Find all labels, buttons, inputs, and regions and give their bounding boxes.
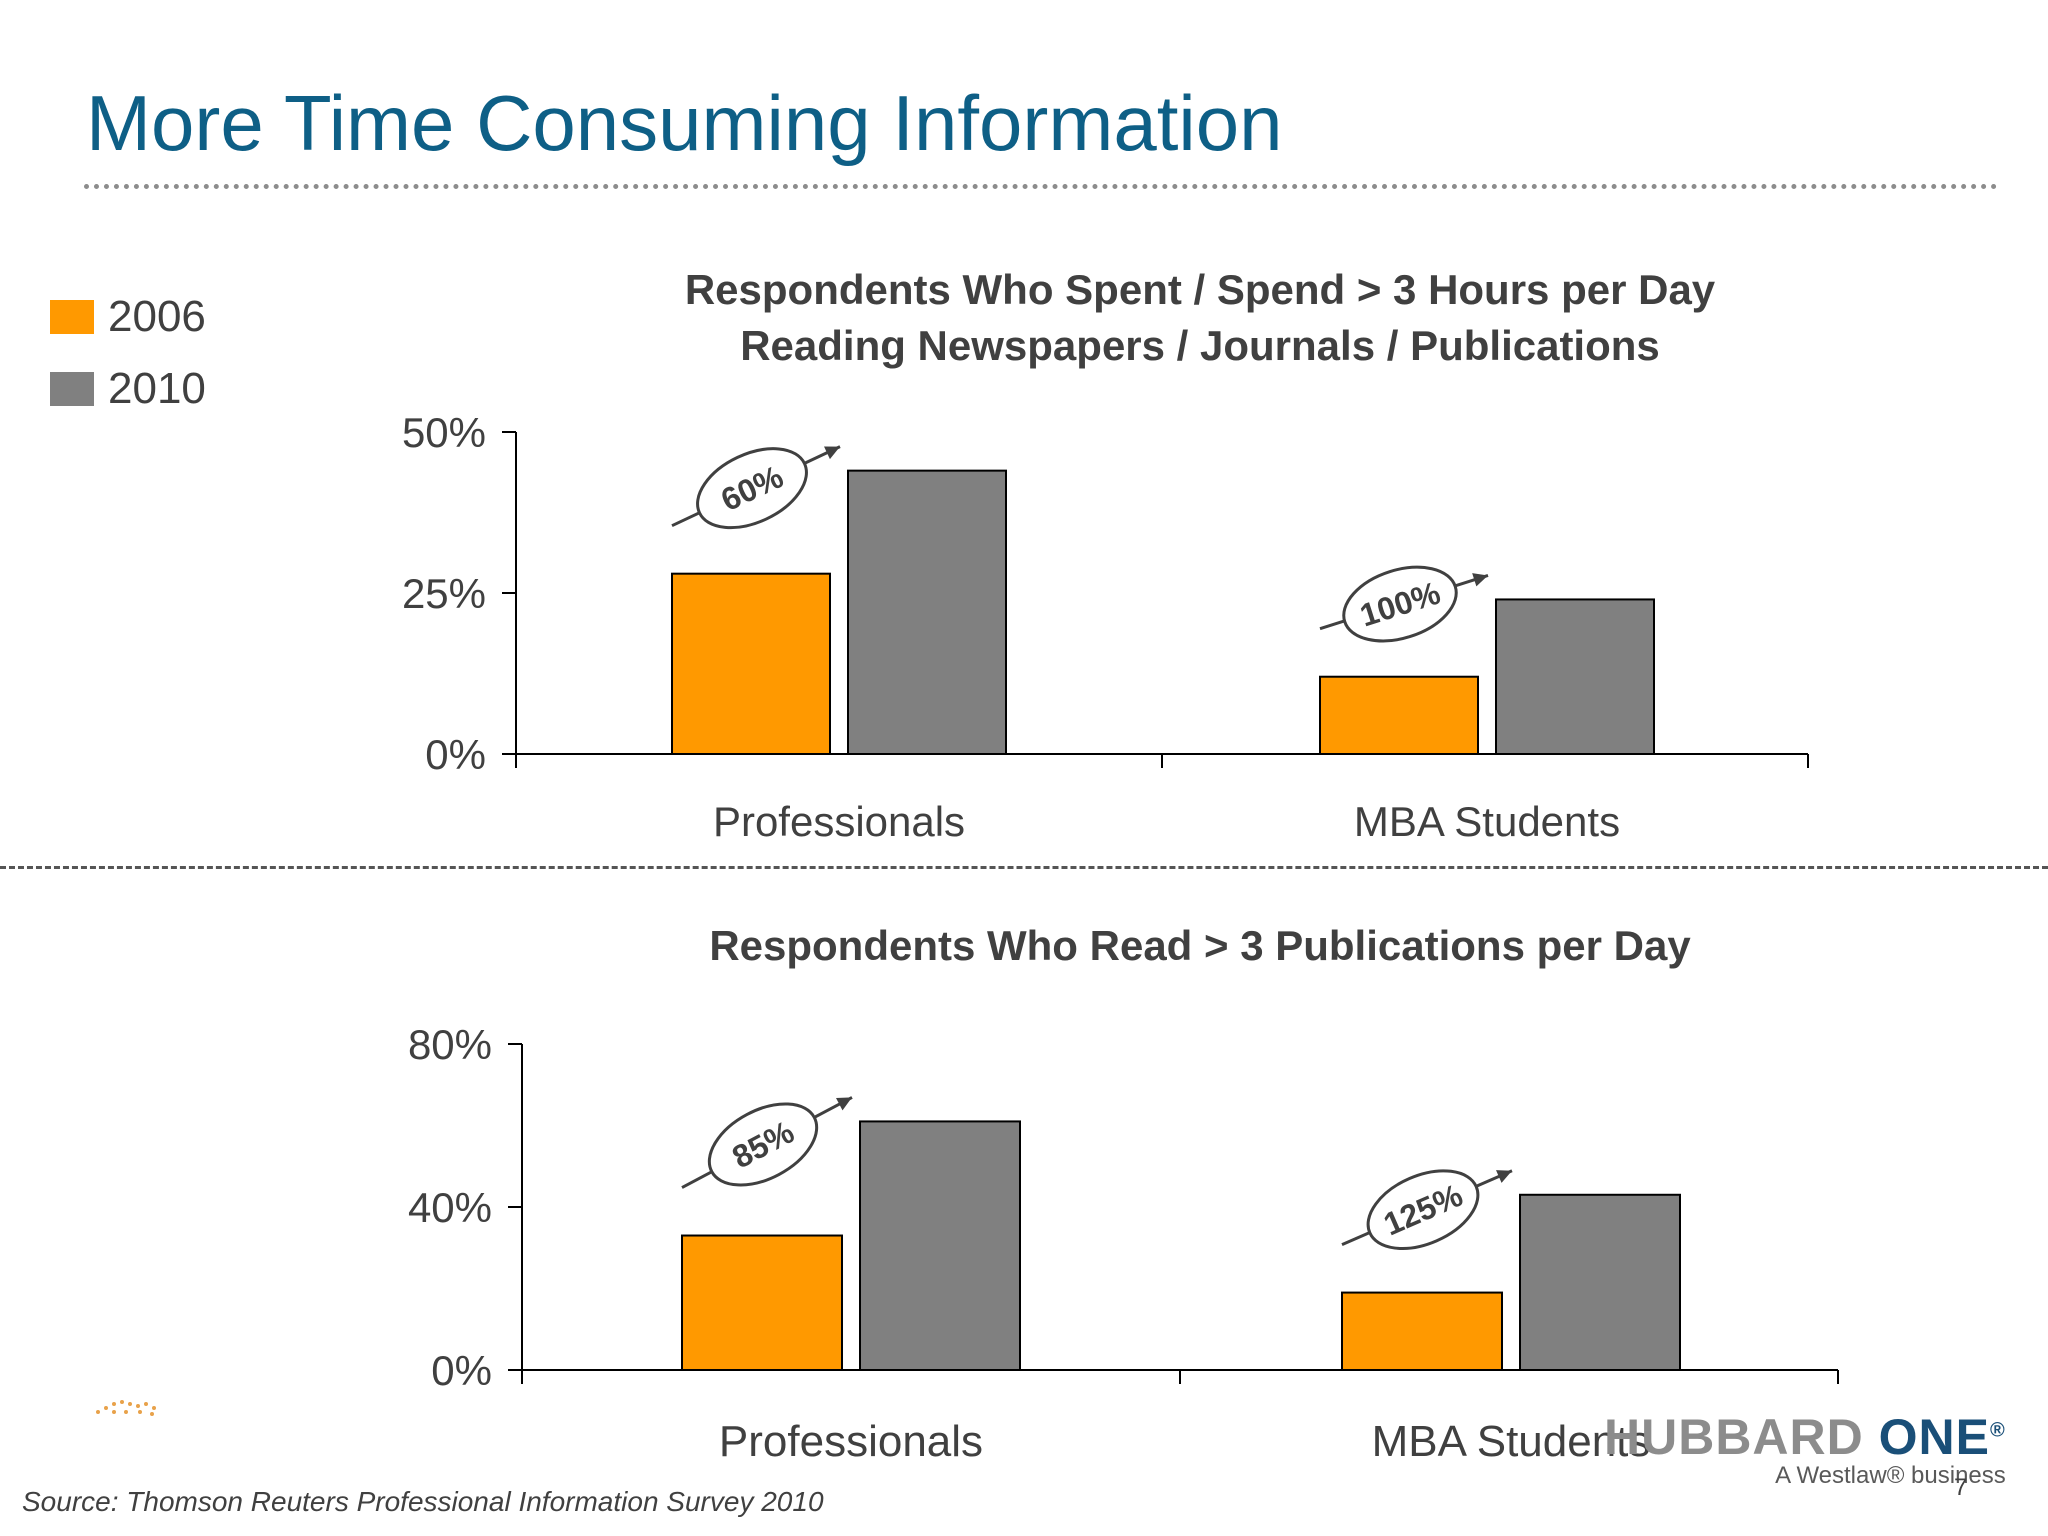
brand-name-accent: ONE (1878, 1409, 1991, 1465)
growth-annotation: 85% (681, 1096, 853, 1189)
page-number: 7 (1954, 1474, 1968, 1501)
y-tick-label: 0% (431, 1347, 492, 1394)
legend-item-2010: 2010 (50, 364, 206, 414)
growth-badge: 125% (1366, 1169, 1480, 1250)
chart-1-hours-per-day: 0% 25% 50% Professionals 60% MBA Students 100% (402, 409, 1809, 845)
category-label: MBA Students (1354, 798, 1620, 845)
growth-annotation: 100% (1319, 565, 1489, 643)
brand-tagline: A Westlaw® business (1775, 1462, 2006, 1489)
bar-2006 (1319, 675, 1479, 755)
dots-logo-icon (96, 1400, 156, 1416)
growth-arrow-head-icon (1496, 1170, 1512, 1183)
chart-2-title: Respondents Who Read > 3 Publications pe… (709, 922, 1691, 969)
y-tick-label: 25% (402, 570, 486, 617)
growth-arrow-head-icon (1472, 573, 1488, 587)
chart-2-publications-per-day: 0% 40% 80% Professionals 85% MBA Students 125% (408, 1021, 1839, 1466)
brand-reg-mark: ® (1990, 1419, 2006, 1442)
legend-label-2006: 2006 (108, 292, 206, 341)
category-label: MBA Students (1372, 1417, 1651, 1466)
bar-2010 (847, 469, 1007, 755)
title-divider (84, 184, 1998, 189)
growth-arrow-head-icon (836, 1097, 852, 1111)
legend-swatch-2006 (50, 300, 94, 334)
bar-2010 (1519, 1193, 1681, 1371)
slide-title: More Time Consuming Information (86, 79, 1283, 167)
growth-arrow-head-icon (824, 446, 840, 460)
bar-2006 (681, 1234, 843, 1371)
brand-logo: HUBBARD ONE® A Westlaw® business (1604, 1408, 2006, 1490)
legend-label-2010: 2010 (108, 364, 206, 413)
growth-badge: 60% (696, 447, 808, 530)
growth-badge: 85% (707, 1102, 819, 1187)
y-tick-label: 40% (408, 1184, 492, 1231)
category-label: Professionals (713, 798, 965, 845)
legend-item-2006: 2006 (50, 292, 206, 342)
chart-1-title: Respondents Who Spent / Spend > 3 Hours … (684, 266, 1716, 369)
growth-badge-ellipse (696, 447, 808, 530)
category-label: Professionals (719, 1417, 983, 1466)
growth-badge-ellipse (707, 1102, 819, 1187)
y-tick-label: 0% (425, 731, 486, 778)
growth-badge-ellipse (1366, 1169, 1480, 1250)
y-tick-label: 80% (408, 1021, 492, 1068)
source-note: Source: Thomson Reuters Professional Inf… (22, 1486, 824, 1517)
bar-2006 (671, 572, 831, 755)
brand-name: HUBBARD ONE® (1604, 1408, 2006, 1466)
growth-annotation: 125% (1341, 1169, 1513, 1250)
bar-2010 (1495, 598, 1655, 755)
y-tick-label: 50% (402, 409, 486, 456)
legend-swatch-2010 (50, 372, 94, 406)
section-divider (0, 866, 2048, 869)
growth-badge: 100% (1342, 565, 1458, 643)
growth-annotation: 60% (671, 445, 841, 530)
bar-2010 (859, 1120, 1021, 1371)
bar-2006 (1341, 1291, 1503, 1372)
brand-name-gray: HUBBARD (1604, 1409, 1879, 1465)
growth-badge-ellipse (1342, 565, 1458, 643)
